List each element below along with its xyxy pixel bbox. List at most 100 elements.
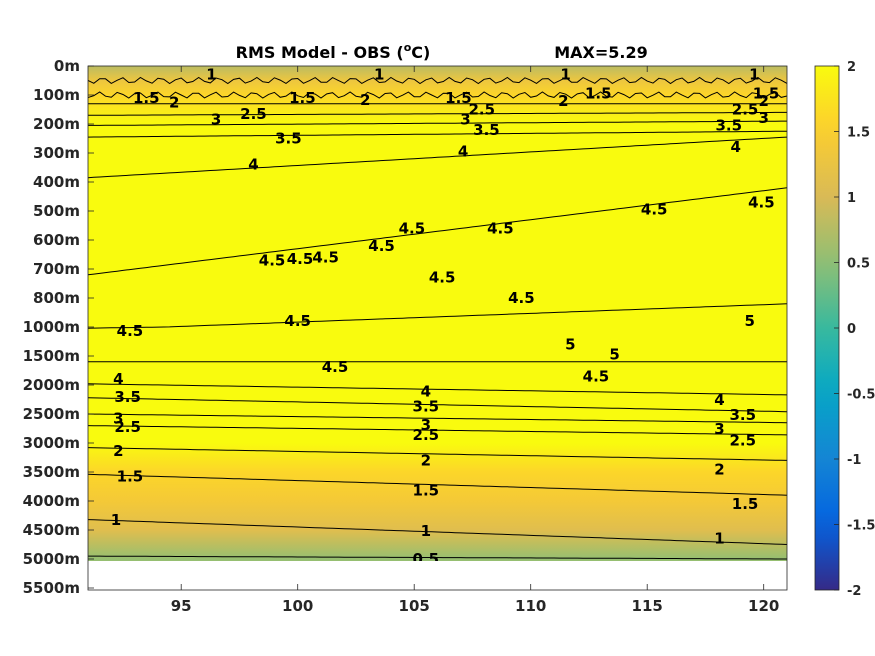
y-tick-label: 3500m	[23, 463, 80, 481]
contour-line-4	[88, 136, 787, 179]
contour-label: 5	[745, 312, 755, 330]
contour-label: 2.5	[729, 432, 756, 450]
contour-label: 3	[113, 410, 123, 428]
contour-label: 4.5	[322, 358, 349, 376]
colorbar: 2 1.5 1 0.5 0 -0.5 -1 -1.5 -2	[814, 60, 875, 599]
contour-label: 3	[421, 416, 431, 434]
contour-label: 4.5	[429, 269, 456, 287]
contour-line-1	[88, 76, 787, 85]
x-tick-label: 105	[399, 597, 430, 615]
contour-line-1	[88, 519, 787, 545]
contour-label: 4	[421, 382, 431, 400]
contour-label: 1.5	[732, 495, 759, 513]
contour-line-2.5	[88, 111, 787, 116]
y-tick-label: 700m	[33, 260, 80, 278]
y-axis: 0m 100m 200m 300m 400m 500m 600m 700m 800m 1000m 1…	[23, 57, 94, 597]
x-axis: 95 100 105 110 115 120	[171, 66, 779, 615]
contour-label: 4.5	[399, 219, 426, 237]
contour-label: 4.5	[284, 312, 311, 330]
plot-area: 1 1 1 11.5 2 1.5 2 1.52.5 2 1.5 1.522.5 32.53 33.5 3.…	[87, 65, 788, 591]
contour-line-4.5	[88, 303, 787, 329]
contour-label: 4	[113, 370, 123, 388]
contour-label: 3.5	[473, 121, 500, 139]
contour-label: 5	[609, 345, 619, 363]
contour-label: 1	[560, 66, 570, 84]
rms-field	[88, 66, 787, 561]
colorbar-tick-label: -2	[847, 584, 861, 599]
contour-label: 3.5	[114, 388, 141, 406]
contour-label: 1.5	[753, 85, 780, 103]
contour-label: 3.5	[729, 406, 756, 424]
contour-label: 4.5	[287, 250, 314, 268]
y-tick-label: 4500m	[23, 521, 80, 539]
contour-label: 3	[758, 109, 768, 127]
contour-line-1.5	[88, 91, 787, 99]
y-tick-label: 600m	[33, 231, 80, 249]
contour-label: 2	[558, 92, 568, 110]
contour-label: 4.5	[259, 251, 286, 269]
contour-line-0.5	[88, 555, 787, 560]
contour-label: 1	[714, 530, 724, 548]
contour-label: 4.5	[508, 289, 535, 307]
contour-labels: 1 1 1 11.5 2 1.5 2 1.52.5 2 1.5 1.522.5 32.53 33.5 3.…	[111, 66, 780, 568]
contour-label: 4.5	[641, 201, 668, 219]
y-tick-label: 500m	[33, 202, 80, 220]
y-tick-label: 3000m	[23, 434, 80, 452]
contour-line-4.5	[88, 187, 787, 276]
contour-label: 3	[714, 420, 724, 438]
contour-label: 5	[565, 335, 575, 353]
x-tick-label: 95	[171, 597, 192, 615]
contour-label: 2.5	[114, 418, 141, 436]
y-tick-label: 0m	[54, 57, 80, 75]
y-tick-label: 5000m	[23, 550, 80, 568]
colorbar-tick-label: 0.5	[847, 257, 870, 272]
contour-label: 1	[206, 66, 216, 84]
contour-label: 3	[211, 111, 221, 129]
contour-line-3	[88, 413, 787, 424]
y-tick-label: 2500m	[23, 405, 80, 423]
y-tick-label: 2000m	[23, 376, 80, 394]
contour-line-2.5	[88, 425, 787, 436]
contour-label: 4.5	[117, 322, 144, 340]
contour-label: 2.5	[240, 105, 267, 123]
contour-label: 3	[460, 111, 470, 129]
axes-box	[87, 65, 788, 591]
contour-label: 4.5	[583, 367, 610, 385]
contour-label: 4.5	[487, 219, 514, 237]
x-tick-label: 100	[282, 597, 313, 615]
contour-label: 4	[731, 138, 741, 156]
contour-label: 4	[248, 156, 258, 174]
colorbar-tick-label: -0.5	[847, 388, 875, 403]
contour-label: 1	[421, 522, 431, 540]
contour-line-1.5	[88, 473, 787, 496]
contour-label: 2	[169, 93, 179, 111]
max-value-label: MAX=5.29	[554, 43, 648, 62]
contour-label: 4	[458, 143, 468, 161]
contour-line-3.5	[88, 130, 787, 138]
colorbar-tick-label: -1.5	[847, 519, 875, 534]
colorbar-tick-label: 1.5	[847, 126, 870, 141]
y-tick-label: 400m	[33, 173, 80, 191]
below-data-area	[88, 561, 787, 590]
contour-label: 4.5	[368, 237, 395, 255]
contour-label: 4.5	[312, 248, 339, 266]
contour-label: 3.5	[413, 397, 440, 415]
contour-label: 1	[749, 66, 759, 84]
colorbar-tick-label: -1	[847, 453, 861, 468]
contour-label: 3.5	[715, 116, 742, 134]
contour-label: 4.5	[748, 193, 775, 211]
contour-label: 2.5	[468, 101, 495, 119]
contour-label: 1	[111, 511, 121, 529]
colorbar-tick-label: 1	[847, 191, 856, 206]
y-tick-label: 200m	[33, 115, 80, 133]
contour-label: 3.5	[275, 130, 302, 148]
contour-line-4	[88, 383, 787, 396]
chart-title: RMS Model - OBS (oC)	[236, 41, 431, 62]
y-tick-label: 1000m	[23, 318, 80, 336]
contour-label: 2	[714, 461, 724, 479]
y-tick-label: 4000m	[23, 492, 80, 510]
contour-label: 2	[113, 442, 123, 460]
y-tick-label: 5500m	[23, 579, 80, 597]
contour-line-3.5	[88, 397, 787, 413]
